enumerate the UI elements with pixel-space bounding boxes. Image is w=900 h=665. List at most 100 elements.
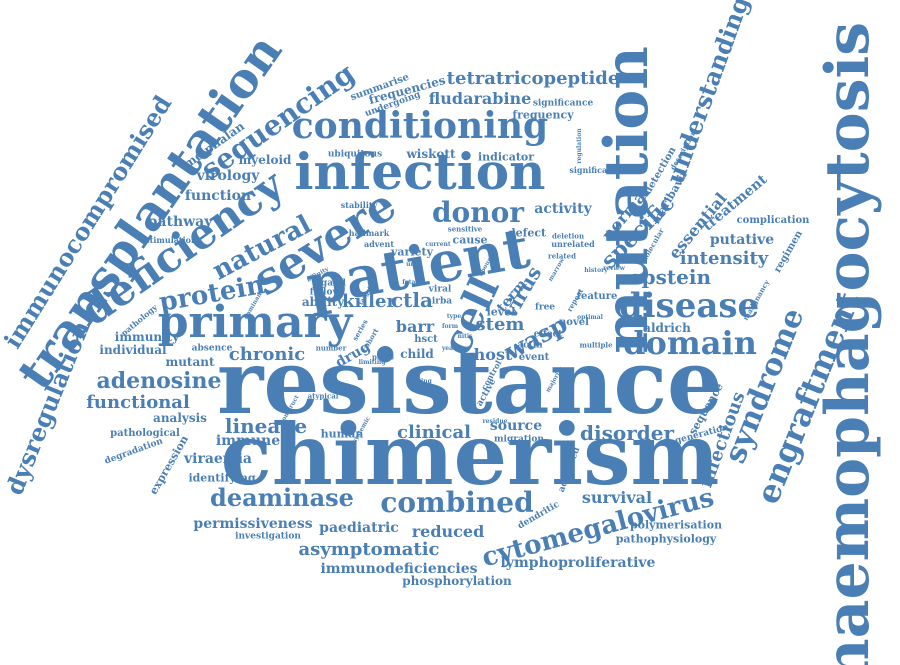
word: ability [301,295,345,309]
word: ubiquitous [327,149,383,160]
word: phosphorylation [402,574,512,588]
word: analysis [153,411,207,425]
word: chimerism [220,405,720,504]
word: free [534,302,556,313]
word: testing [408,378,432,385]
word: limiting [358,359,386,366]
word: mutant [165,355,215,369]
word: asymptomatic [298,539,440,560]
word: degradation [103,436,165,467]
word: primary [157,297,353,348]
word: virology [196,168,260,184]
word: follow [309,287,341,298]
word: survival [581,488,653,507]
word: frequency [512,108,574,122]
word: stimulation [145,235,197,245]
word: conditioning [291,105,549,147]
word: killer [342,291,396,312]
word: myeloid [238,153,292,167]
word: indicator [477,150,535,164]
word: identifying [188,471,256,485]
word: function [184,188,252,204]
word: significance [532,98,594,109]
word: donor [431,196,525,229]
word: cause [452,233,488,247]
word: effect [533,329,563,340]
word: disorder [580,421,674,445]
word: atypical [307,391,339,401]
word: immunodeficiencies [320,561,478,577]
word: child [400,347,434,361]
word: irba [431,296,453,307]
word: absence [191,343,233,354]
word: sensitive [447,224,483,234]
word: barr [395,317,435,336]
word: polymerisation [629,518,723,532]
word: putative [709,232,775,248]
word: infection [294,142,546,201]
word: feature [576,291,618,302]
word: pbscs [372,352,394,362]
word: significant [569,165,617,175]
word: hallmark [348,228,390,238]
word: novel [559,317,589,328]
word: adenosine [96,368,222,394]
word: stability [340,200,378,210]
word: source [489,418,543,434]
word: current [425,241,451,248]
word: paediatric [319,520,399,536]
word: pathological [110,428,180,439]
word: multiple [579,340,613,350]
word: migration [494,434,544,445]
word: host [473,345,513,364]
word: fatal [402,279,418,286]
word: related [548,251,576,261]
word: regimen [772,228,805,275]
word: lymphoproliferative [500,555,656,571]
word: permissiveness [193,516,313,532]
word: disease [618,286,760,326]
word: intensity [679,248,769,269]
word: hsct [414,334,438,345]
word: activity [534,201,592,217]
word: human [320,427,364,441]
word: ligand [314,278,346,289]
word: immune [215,433,281,449]
word: optimal [577,314,603,321]
word: residue [482,418,508,425]
word: level [486,305,516,319]
word: viraemia [183,451,253,467]
word: chronic [228,344,306,365]
word: clinical [396,422,472,443]
word: event [518,352,550,363]
word: review [603,265,625,272]
word: variety [391,245,433,259]
word: complication [736,215,810,226]
word: lineage [224,414,308,438]
word: tetratricopeptide [446,68,620,89]
word: deaminase [210,483,354,512]
word: pathway [147,214,213,230]
word: regulation [576,128,583,164]
word: aldrich [643,321,691,335]
word: nitis [457,333,473,340]
word: unrelated [551,239,595,249]
word: functional [86,392,190,413]
word: investigation [235,531,301,542]
word: advent [363,239,395,249]
word: defect [507,226,547,240]
word: resistance [216,330,724,434]
word: viral [428,284,452,295]
word: form [441,323,459,330]
word: ctla [391,288,433,312]
word: individual [99,343,167,357]
word: immunity [114,330,180,344]
word: reduced [411,522,485,541]
word: actin [517,340,543,351]
word: history [584,267,608,274]
word: combined [380,486,534,519]
word: domain [623,324,757,362]
word: pathophysiology [615,532,717,546]
word: epstein [628,265,712,289]
